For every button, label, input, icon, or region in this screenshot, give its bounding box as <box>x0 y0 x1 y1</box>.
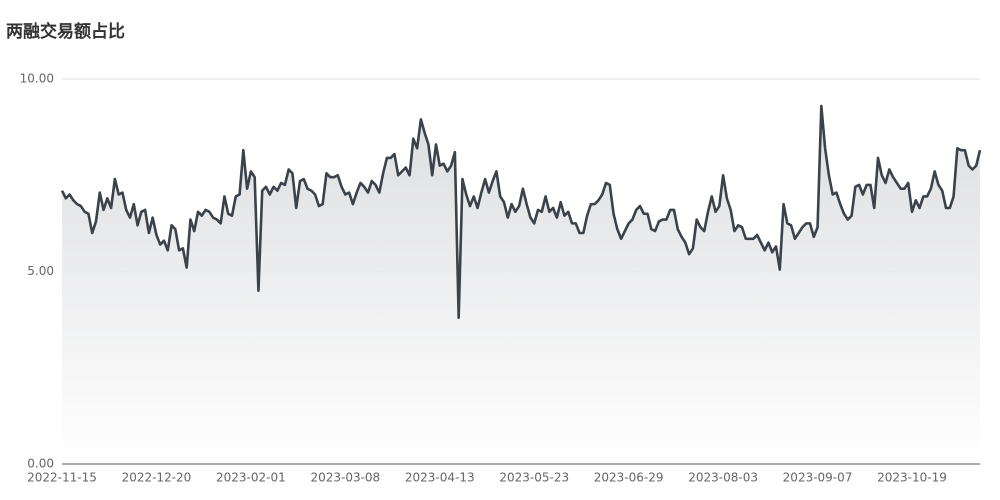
x-tick-label: 2022-11-15 <box>27 471 97 485</box>
x-tick-label: 2023-08-03 <box>688 471 758 485</box>
y-tick-label: 0.00 <box>27 457 54 471</box>
x-tick-label: 2023-03-08 <box>310 471 380 485</box>
y-tick-label: 10.00 <box>20 72 54 86</box>
x-tick-label: 2023-05-23 <box>499 471 569 485</box>
line <box>60 104 982 319</box>
x-tick-label: 2023-06-29 <box>594 471 664 485</box>
x-tick-label: 2023-09-07 <box>783 471 853 485</box>
x-tick-label: 2023-02-01 <box>216 471 286 485</box>
x-tick-label: 2023-10-19 <box>877 471 947 485</box>
x-tick-label: 2023-04-13 <box>405 471 475 485</box>
chart-title: 两融交易额占比 <box>6 21 125 42</box>
x-tick-label: 2022-12-20 <box>122 471 192 485</box>
area-fill <box>62 105 980 464</box>
y-tick-label: 5.00 <box>27 264 54 278</box>
